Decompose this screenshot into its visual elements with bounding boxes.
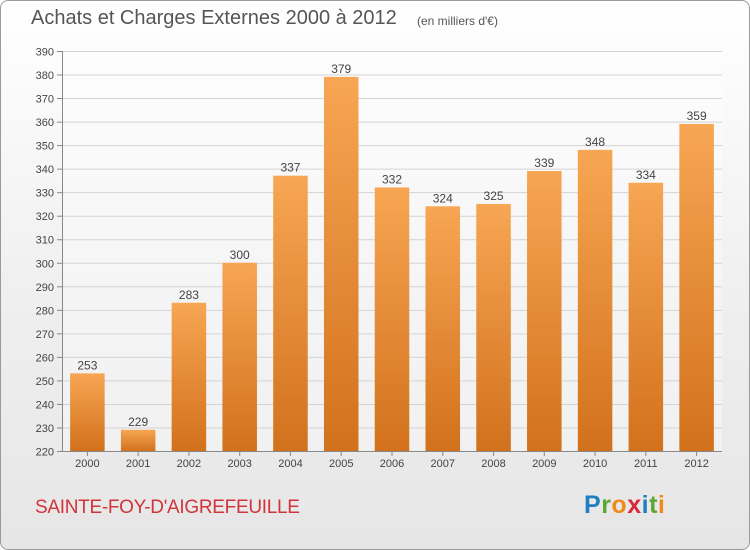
data-label: 324 bbox=[433, 191, 453, 205]
bar bbox=[577, 149, 613, 451]
logo-letter: x bbox=[627, 491, 642, 519]
data-label: 359 bbox=[687, 109, 707, 123]
bar bbox=[374, 187, 410, 451]
y-tick-label: 360 bbox=[36, 117, 54, 129]
bar bbox=[323, 76, 359, 451]
x-tick-label: 2010 bbox=[583, 458, 607, 470]
bar bbox=[120, 429, 156, 451]
x-tick-label: 2004 bbox=[278, 458, 302, 470]
x-tick-label: 2011 bbox=[634, 458, 658, 470]
x-tick-label: 2002 bbox=[177, 458, 201, 470]
logo-letter: i bbox=[657, 491, 666, 519]
logo-letter: i bbox=[641, 491, 650, 519]
bar bbox=[425, 206, 461, 451]
y-tick-label: 370 bbox=[36, 94, 54, 106]
proxiti-logo: Proxiti bbox=[584, 491, 665, 520]
x-tick-label: 2008 bbox=[481, 458, 505, 470]
y-tick-label: 380 bbox=[36, 70, 54, 82]
logo-letter: o bbox=[611, 491, 628, 519]
y-tick-label: 310 bbox=[36, 235, 54, 247]
chart-title: Achats et Charges Externes 2000 à 2012 bbox=[31, 7, 397, 29]
data-label: 348 bbox=[585, 135, 605, 149]
data-label: 300 bbox=[230, 248, 250, 262]
x-tick-label: 2001 bbox=[126, 458, 150, 470]
logo-letter: r bbox=[601, 491, 612, 519]
x-tick-label: 2012 bbox=[684, 458, 708, 470]
x-tick-label: 2009 bbox=[532, 458, 556, 470]
y-tick-label: 320 bbox=[36, 211, 54, 223]
y-tick-label: 300 bbox=[36, 258, 54, 270]
y-tick-label: 340 bbox=[36, 164, 54, 176]
data-label: 332 bbox=[382, 172, 402, 186]
logo-letter: P bbox=[584, 491, 602, 519]
bar bbox=[527, 171, 562, 451]
bars bbox=[70, 76, 714, 452]
data-label: 325 bbox=[484, 189, 504, 203]
y-tick-label: 350 bbox=[36, 141, 54, 153]
bar bbox=[171, 302, 207, 451]
bar bbox=[222, 262, 257, 451]
chart-subtitle: (en milliers d'€) bbox=[417, 14, 498, 28]
y-tick-label: 230 bbox=[36, 423, 54, 435]
data-label: 339 bbox=[534, 156, 554, 170]
x-tick-label: 2006 bbox=[380, 458, 404, 470]
x-tick-label: 2005 bbox=[329, 458, 353, 470]
y-tick-label: 260 bbox=[36, 352, 54, 364]
logo-letter: t bbox=[649, 491, 658, 519]
data-label: 253 bbox=[77, 358, 97, 372]
data-label: 379 bbox=[331, 62, 351, 76]
bar bbox=[70, 373, 105, 451]
y-tick-labels: 220 230 240 250 260 270 280 290 300 310 320 330 340 3… bbox=[36, 47, 54, 459]
bar bbox=[679, 123, 714, 452]
commune-name: SAINTE-FOY-D'AIGREFEUILLE bbox=[35, 497, 300, 518]
y-tick-label: 290 bbox=[36, 282, 54, 294]
x-tick-labels: 2000 2001 2002 2003 2004 2005 2006 2007 2008 2009… bbox=[75, 458, 709, 470]
data-label: 337 bbox=[280, 161, 300, 175]
y-tick-label: 280 bbox=[36, 305, 54, 317]
bar bbox=[628, 182, 664, 451]
bar bbox=[476, 203, 511, 451]
y-tick-label: 330 bbox=[36, 188, 54, 200]
x-tick-label: 2003 bbox=[227, 458, 251, 470]
y-tick-label: 240 bbox=[36, 399, 54, 411]
y-tick-label: 270 bbox=[36, 329, 54, 341]
y-tick-label: 390 bbox=[36, 47, 54, 59]
axes bbox=[57, 51, 722, 456]
y-tick-label: 250 bbox=[36, 376, 54, 388]
data-label: 229 bbox=[128, 415, 148, 429]
x-tick-label: 2007 bbox=[431, 458, 455, 470]
data-labels: 253 229 283 300 337 379 332 324 325 339 348 334 359 bbox=[77, 62, 707, 429]
y-tick-label: 220 bbox=[36, 447, 54, 459]
x-tick-label: 2000 bbox=[75, 458, 99, 470]
bar bbox=[273, 175, 308, 452]
data-label: 334 bbox=[636, 168, 656, 182]
data-label: 283 bbox=[179, 288, 199, 302]
